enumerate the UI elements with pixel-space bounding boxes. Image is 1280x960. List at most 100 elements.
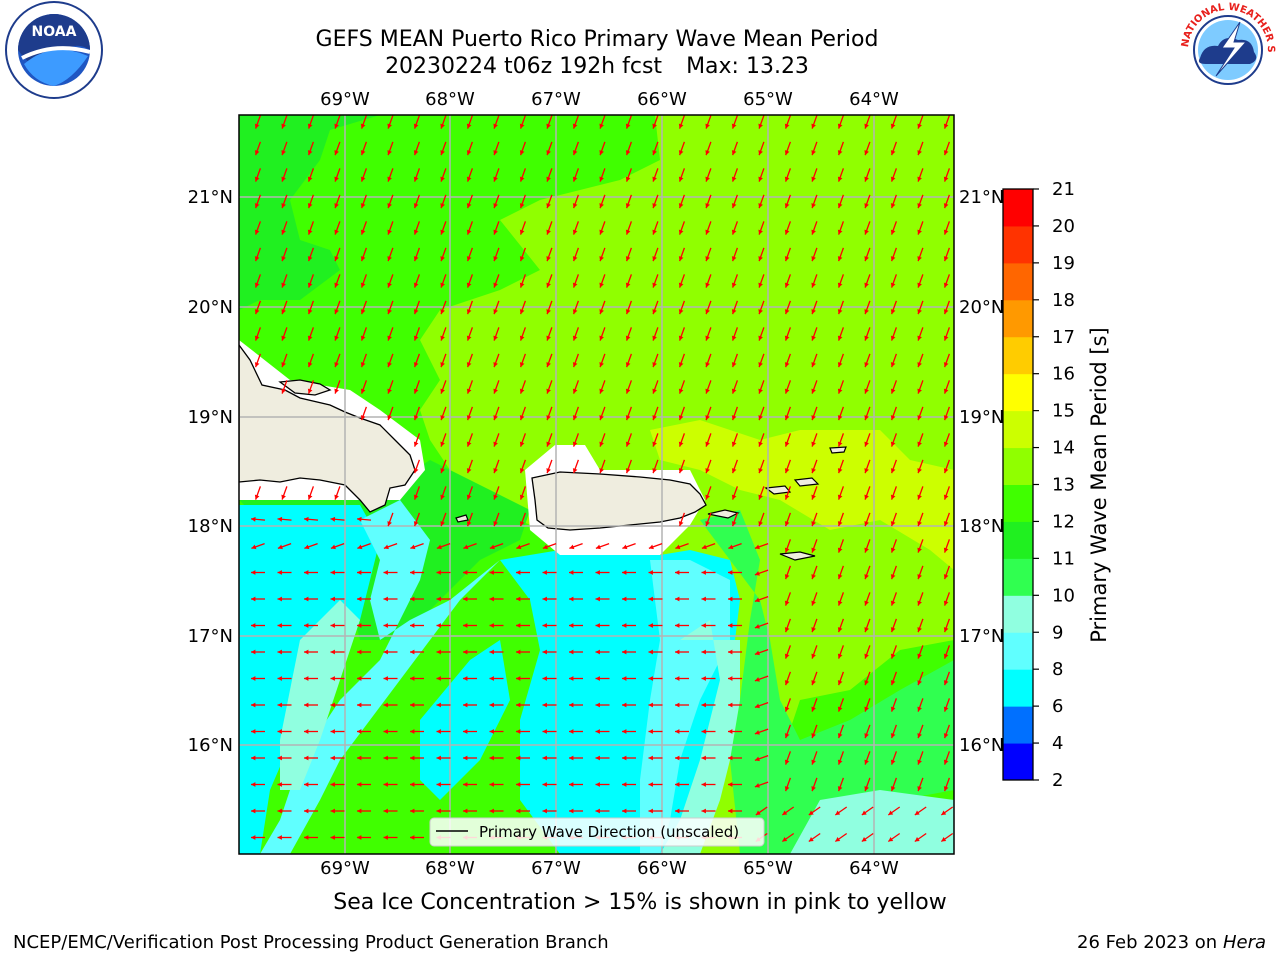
lat-label-right: 19°N <box>959 407 1004 428</box>
wave-direction-arrowhead <box>546 388 551 394</box>
wave-direction-arrowhead <box>917 229 922 235</box>
wave-direction-arrowhead <box>890 388 896 394</box>
wave-direction-arrowhead <box>383 782 388 787</box>
wave-direction-arrowhead <box>254 203 260 209</box>
wave-direction-arrowhead <box>569 649 574 655</box>
wave-direction-arrowhead <box>466 176 472 182</box>
colorbar-tick-label: 15 <box>1052 401 1075 422</box>
colorbar-cell <box>1003 189 1033 227</box>
wave-direction-arrowhead <box>489 544 495 550</box>
wave-direction-arrowhead <box>277 835 282 840</box>
wave-direction-arrowhead <box>943 415 949 421</box>
wave-direction-arrowhead <box>542 676 547 681</box>
wave-direction-arrowhead <box>914 837 920 842</box>
wave-direction-arrowhead <box>917 574 922 580</box>
wave-direction-arrowhead <box>436 808 441 814</box>
wave-direction-arrowhead <box>784 627 790 633</box>
wave-direction-arrowhead <box>758 176 763 182</box>
lon-label-bottom: 68°W <box>425 858 475 879</box>
lat-label-left: 20°N <box>188 297 233 318</box>
wave-direction-arrowhead <box>678 415 684 421</box>
wave-direction-arrowhead <box>436 702 441 708</box>
wave-direction-arrowhead <box>307 335 313 341</box>
wave-direction-arrowhead <box>678 150 684 156</box>
wave-direction-arrowhead <box>890 733 896 739</box>
wave-direction-arrowhead <box>705 176 710 182</box>
wave-direction-arrowhead <box>334 123 339 129</box>
wave-direction-arrowhead <box>754 756 760 762</box>
wave-direction-arrowhead <box>917 653 922 659</box>
field-layer <box>239 115 954 854</box>
wave-direction-arrowhead <box>625 176 631 182</box>
wave-direction-arrowhead <box>731 282 737 288</box>
wave-direction-arrowhead <box>864 653 869 659</box>
wave-direction-arrowhead <box>466 362 472 368</box>
wave-direction-arrowhead <box>731 150 737 156</box>
wave-direction-arrowhead <box>917 521 922 527</box>
lon-label-top: 69°W <box>320 89 370 110</box>
wave-direction-arrowhead <box>360 150 366 156</box>
wave-direction-arrowhead <box>254 494 260 500</box>
wave-direction-arrowhead <box>864 123 869 129</box>
wave-direction-arrowhead <box>917 256 922 262</box>
wave-direction-arrowhead <box>281 203 286 209</box>
wave-direction-arrowhead <box>572 441 578 447</box>
wave-direction-arrowhead <box>731 388 737 394</box>
wave-direction-arrowhead <box>890 335 896 341</box>
wave-direction-arrowhead <box>675 702 680 708</box>
wave-direction-arrowhead <box>334 309 339 315</box>
wave-direction-arrowhead <box>864 680 869 686</box>
wave-direction-arrowhead <box>519 521 525 527</box>
wave-direction-arrowhead <box>625 388 631 394</box>
lat-label-left: 16°N <box>188 735 233 756</box>
wave-direction-arrowhead <box>360 415 366 421</box>
wave-direction-arrowhead <box>440 150 445 156</box>
wave-direction-arrowhead <box>463 782 468 787</box>
wave-direction-arrowhead <box>890 468 896 474</box>
wave-direction-arrowhead <box>463 729 468 734</box>
wave-direction-arrowhead <box>864 388 869 394</box>
wave-direction-arrowhead <box>542 702 547 708</box>
wave-direction-arrowhead <box>569 702 574 708</box>
wave-direction-arrowhead <box>493 150 498 156</box>
wave-direction-arrowhead <box>755 810 761 815</box>
wave-direction-arrowhead <box>811 627 816 633</box>
wave-direction-arrowhead <box>489 570 494 575</box>
wave-direction-arrowhead <box>731 521 737 527</box>
wave-direction-arrowhead <box>519 335 525 341</box>
wave-direction-arrowhead <box>357 570 362 575</box>
wave-direction-arrowhead <box>463 755 468 761</box>
wave-direction-arrowhead <box>387 362 392 368</box>
wave-direction-arrowhead <box>811 123 816 129</box>
wave-direction-arrowhead <box>546 309 551 315</box>
wave-direction-arrowhead <box>731 441 737 447</box>
wave-direction-arrowhead <box>277 676 282 681</box>
wave-direction-arrowhead <box>436 544 442 550</box>
wave-direction-arrowhead <box>675 596 680 602</box>
wave-direction-arrowhead <box>943 706 949 712</box>
wave-direction-arrowhead <box>281 388 286 394</box>
wave-direction-arrowhead <box>728 623 733 628</box>
wave-direction-arrowhead <box>466 123 472 129</box>
wave-direction-arrowhead <box>808 837 814 842</box>
wave-direction-arrowhead <box>569 782 574 787</box>
wave-direction-arrowhead <box>837 494 843 500</box>
wave-direction-arrowhead <box>307 150 313 156</box>
wave-direction-arrowhead <box>357 729 362 734</box>
land-mona <box>455 514 469 523</box>
wave-direction-arrowhead <box>281 229 286 235</box>
wave-direction-arrowhead <box>675 544 681 550</box>
wave-direction-arrowhead <box>516 782 521 787</box>
land-hispaniola-nw <box>278 379 332 396</box>
wave-direction-arrowhead <box>277 729 282 734</box>
wave-direction-arrowhead <box>917 468 922 474</box>
lat-label-right: 21°N <box>959 187 1004 208</box>
wave-direction-arrowhead <box>254 362 260 368</box>
wave-direction-arrowhead <box>466 150 472 156</box>
wave-direction-arrowhead <box>357 623 362 628</box>
wave-direction-arrowhead <box>758 521 763 527</box>
wave-direction-arrowhead <box>360 203 366 209</box>
wave-direction-arrowhead <box>546 176 551 182</box>
wave-direction-arrowhead <box>811 256 816 262</box>
wave-direction-arrowhead <box>387 309 392 315</box>
